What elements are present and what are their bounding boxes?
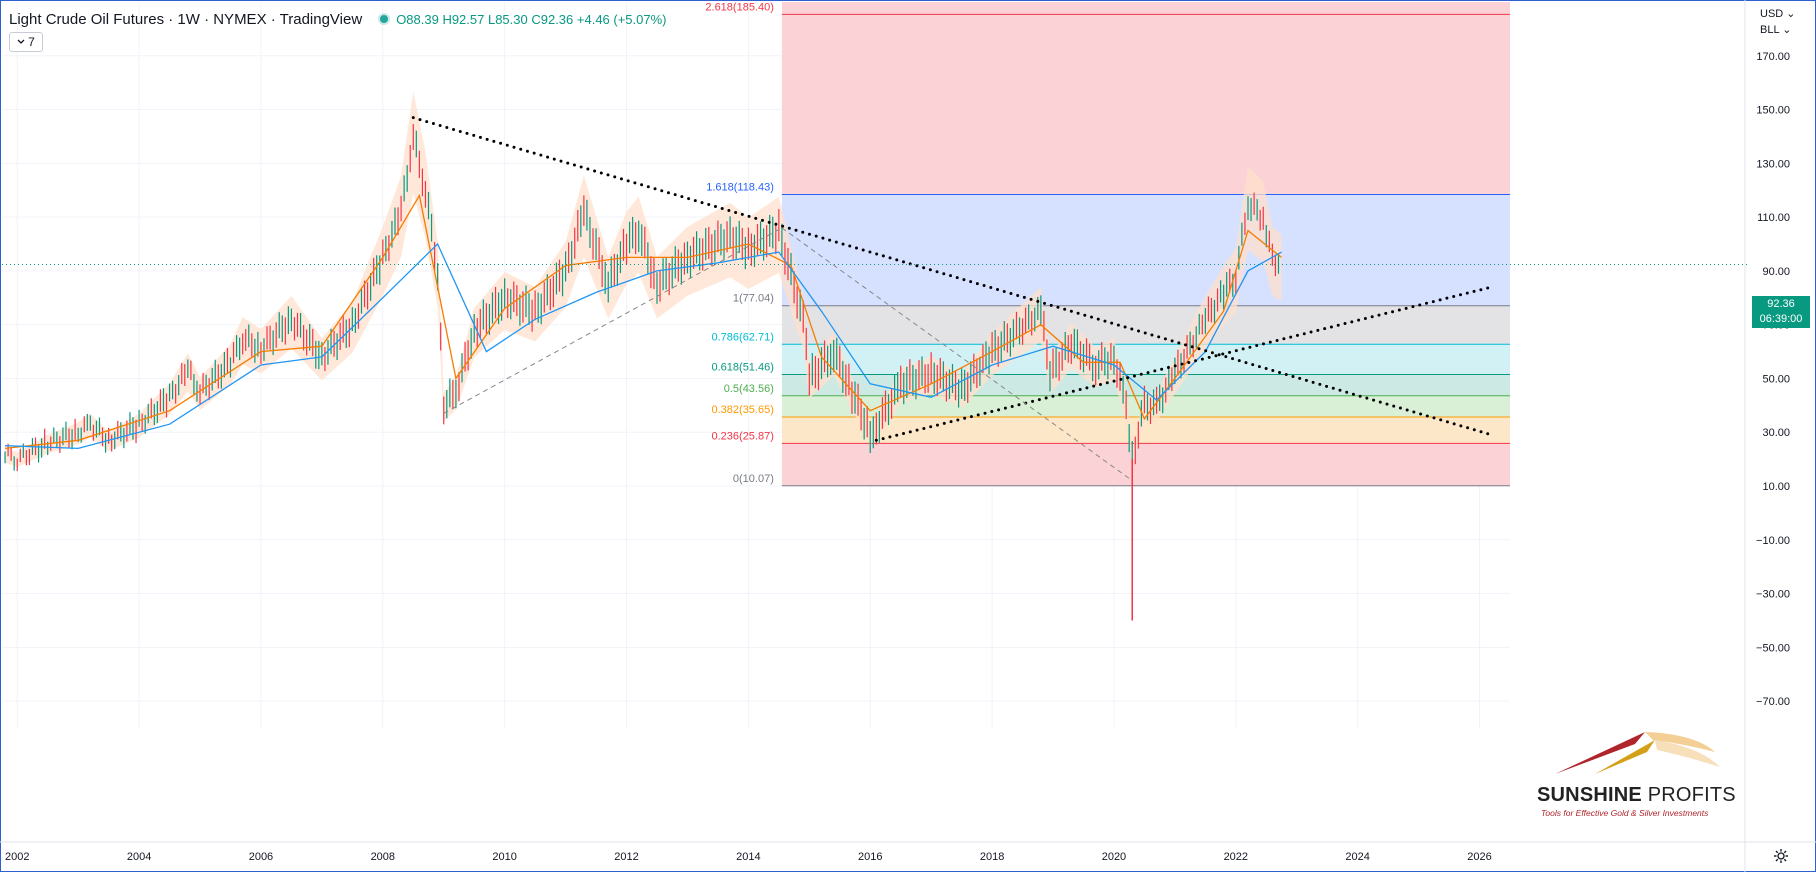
indicator-count: 7 bbox=[28, 35, 35, 49]
x-tick-label: 2008 bbox=[371, 851, 395, 863]
x-tick-label: 2004 bbox=[127, 851, 151, 863]
x-tick-label: 2018 bbox=[980, 851, 1004, 863]
fib-level-label: 0.5(43.56) bbox=[724, 383, 774, 395]
x-tick-label: 2024 bbox=[1345, 851, 1369, 863]
last-price-value: 92.36 bbox=[1767, 298, 1795, 310]
x-tick-label: 2026 bbox=[1467, 851, 1491, 863]
y-tick-label: 90.00 bbox=[1762, 266, 1790, 278]
logo-tagline: Tools for Effective Gold & Silver Invest… bbox=[1541, 808, 1709, 818]
ascending-support-trendline bbox=[874, 285, 1494, 442]
bar-countdown: 06:39:00 bbox=[1759, 313, 1803, 325]
fib-zone bbox=[781, 14, 1510, 195]
y-tick-label: 50.00 bbox=[1762, 373, 1790, 385]
fib-level-label: 0.236(25.87) bbox=[712, 430, 774, 442]
fib-level-label: 0(10.07) bbox=[733, 473, 774, 485]
gear-icon[interactable] bbox=[1773, 848, 1789, 864]
x-tick-label: 2010 bbox=[492, 851, 516, 863]
x-tick-label: 2016 bbox=[858, 851, 882, 863]
envelope-band bbox=[5, 91, 1282, 468]
y-tick-label: 130.00 bbox=[1756, 158, 1790, 170]
fib-level-label: 0.786(62.71) bbox=[712, 331, 774, 343]
logo-swoosh-icon bbox=[1555, 732, 1720, 774]
y-tick-label: 30.00 bbox=[1762, 427, 1790, 439]
chevron-down-icon bbox=[17, 39, 25, 44]
unit-label: BLL bbox=[1760, 24, 1780, 36]
x-tick-label: 2014 bbox=[736, 851, 760, 863]
y-tick-label: −10.00 bbox=[1756, 535, 1790, 547]
fib-level-label: 1.618(118.43) bbox=[706, 181, 774, 193]
indicators-collapse-button[interactable]: 7 bbox=[9, 32, 43, 52]
chevron-down-icon: ⌄ bbox=[1782, 24, 1792, 36]
fib-zone bbox=[781, 443, 1510, 486]
currency-label: USD bbox=[1760, 8, 1784, 20]
fib-level-label: 1(77.04) bbox=[733, 293, 774, 305]
market-status-icon bbox=[380, 15, 389, 23]
fib-zone bbox=[781, 2, 1510, 15]
descending-resistance-trendline bbox=[411, 116, 1494, 437]
y-tick-label: 10.00 bbox=[1762, 481, 1790, 493]
y-tick-label: 150.00 bbox=[1756, 105, 1790, 117]
logo-name: SUNSHINE PROFITS bbox=[1537, 784, 1736, 807]
chart-header: Light Crude Oil Futures · 1W · NYMEX · T… bbox=[9, 9, 667, 29]
logo-name-light: PROFITS bbox=[1647, 784, 1736, 806]
logo-name-bold: SUNSHINE bbox=[1537, 784, 1642, 806]
fib-level-label: 0.382(35.65) bbox=[712, 404, 774, 416]
ohlc-values: O88.39 H92.57 L85.30 C92.36 +4.46 (+5.07… bbox=[396, 11, 667, 27]
fib-zone bbox=[781, 305, 1510, 345]
y-tick-label: −50.00 bbox=[1756, 642, 1790, 654]
fib-level-label: 2.618(185.40) bbox=[705, 1, 774, 13]
y-tick-label: 170.00 bbox=[1756, 51, 1790, 63]
descending-dashed-trendline bbox=[781, 227, 1133, 482]
x-tick-label: 2020 bbox=[1102, 851, 1126, 863]
fib-level-label: 0.618(51.46) bbox=[712, 362, 774, 374]
trendlines bbox=[2, 116, 1750, 482]
y-tick-label: −30.00 bbox=[1756, 589, 1790, 601]
x-tick-label: 2002 bbox=[5, 851, 29, 863]
x-tick-label: 2022 bbox=[1224, 851, 1248, 863]
chevron-down-icon: ⌄ bbox=[1786, 8, 1796, 20]
fib-zone bbox=[781, 194, 1510, 306]
fibonacci-labels: 2.618(185.40) 1.618(118.43) 1(77.04) 0.786(… bbox=[705, 1, 774, 484]
ascending-dashed-trendline bbox=[443, 227, 783, 414]
price-axis: 170.00150.00130.00110.0090.0070.0050.003… bbox=[1756, 51, 1790, 708]
time-axis: 2002 2004 2006 2008 2010 2012 2014 2016 2018 2020… bbox=[5, 851, 1492, 863]
currency-selector[interactable]: USD ⌄ bbox=[1760, 6, 1796, 22]
last-price-tag: 92.36 06:39:00 bbox=[1752, 296, 1810, 328]
unit-selector[interactable]: BLL ⌄ bbox=[1760, 22, 1796, 38]
x-tick-label: 2006 bbox=[249, 851, 273, 863]
y-tick-label: −70.00 bbox=[1756, 696, 1790, 708]
envelope-band-area bbox=[5, 91, 1282, 468]
y-tick-label: 110.00 bbox=[1757, 212, 1790, 224]
sunshine-profits-logo: SUNSHINE PROFITS Tools for Effective Gol… bbox=[1535, 722, 1745, 818]
x-tick-label: 2012 bbox=[614, 851, 638, 863]
symbol-title[interactable]: Light Crude Oil Futures · 1W · NYMEX · T… bbox=[9, 10, 363, 28]
price-axis-menu: USD ⌄ BLL ⌄ bbox=[1760, 6, 1796, 38]
moving-average-line bbox=[4, 193, 1282, 450]
fib-zone bbox=[781, 344, 1510, 375]
